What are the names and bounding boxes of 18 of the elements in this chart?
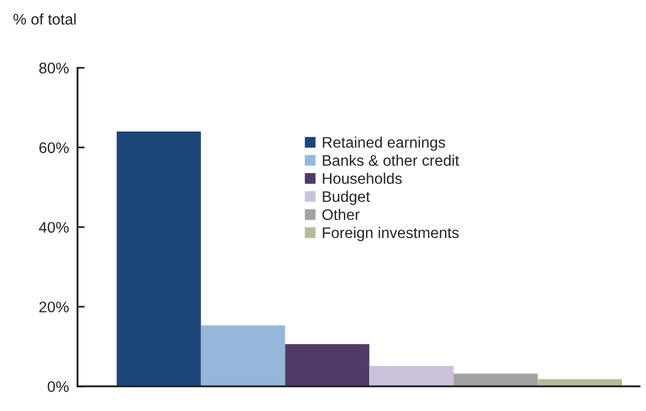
y-tick-label: 20% bbox=[39, 302, 69, 312]
bar bbox=[285, 344, 370, 386]
legend-label: Households bbox=[322, 172, 402, 184]
bar bbox=[116, 132, 201, 386]
bar bbox=[369, 366, 454, 386]
legend-label: Foreign investments bbox=[322, 226, 459, 242]
legend-label: Other bbox=[322, 208, 360, 220]
y-tick-label: 60% bbox=[39, 142, 69, 154]
legend-label: Retained earnings bbox=[322, 136, 446, 151]
y-tick-label: 80% bbox=[39, 62, 69, 74]
y-axis-title: % of total bbox=[13, 13, 76, 25]
legend-label: Banks & other credit bbox=[322, 154, 460, 166]
bar bbox=[200, 325, 286, 386]
bar bbox=[454, 374, 538, 386]
y-tick-label: 40% bbox=[38, 222, 69, 233]
bar bbox=[538, 379, 622, 386]
legend-label: Budget bbox=[322, 190, 370, 206]
y-tick-label: 0% bbox=[48, 381, 69, 392]
